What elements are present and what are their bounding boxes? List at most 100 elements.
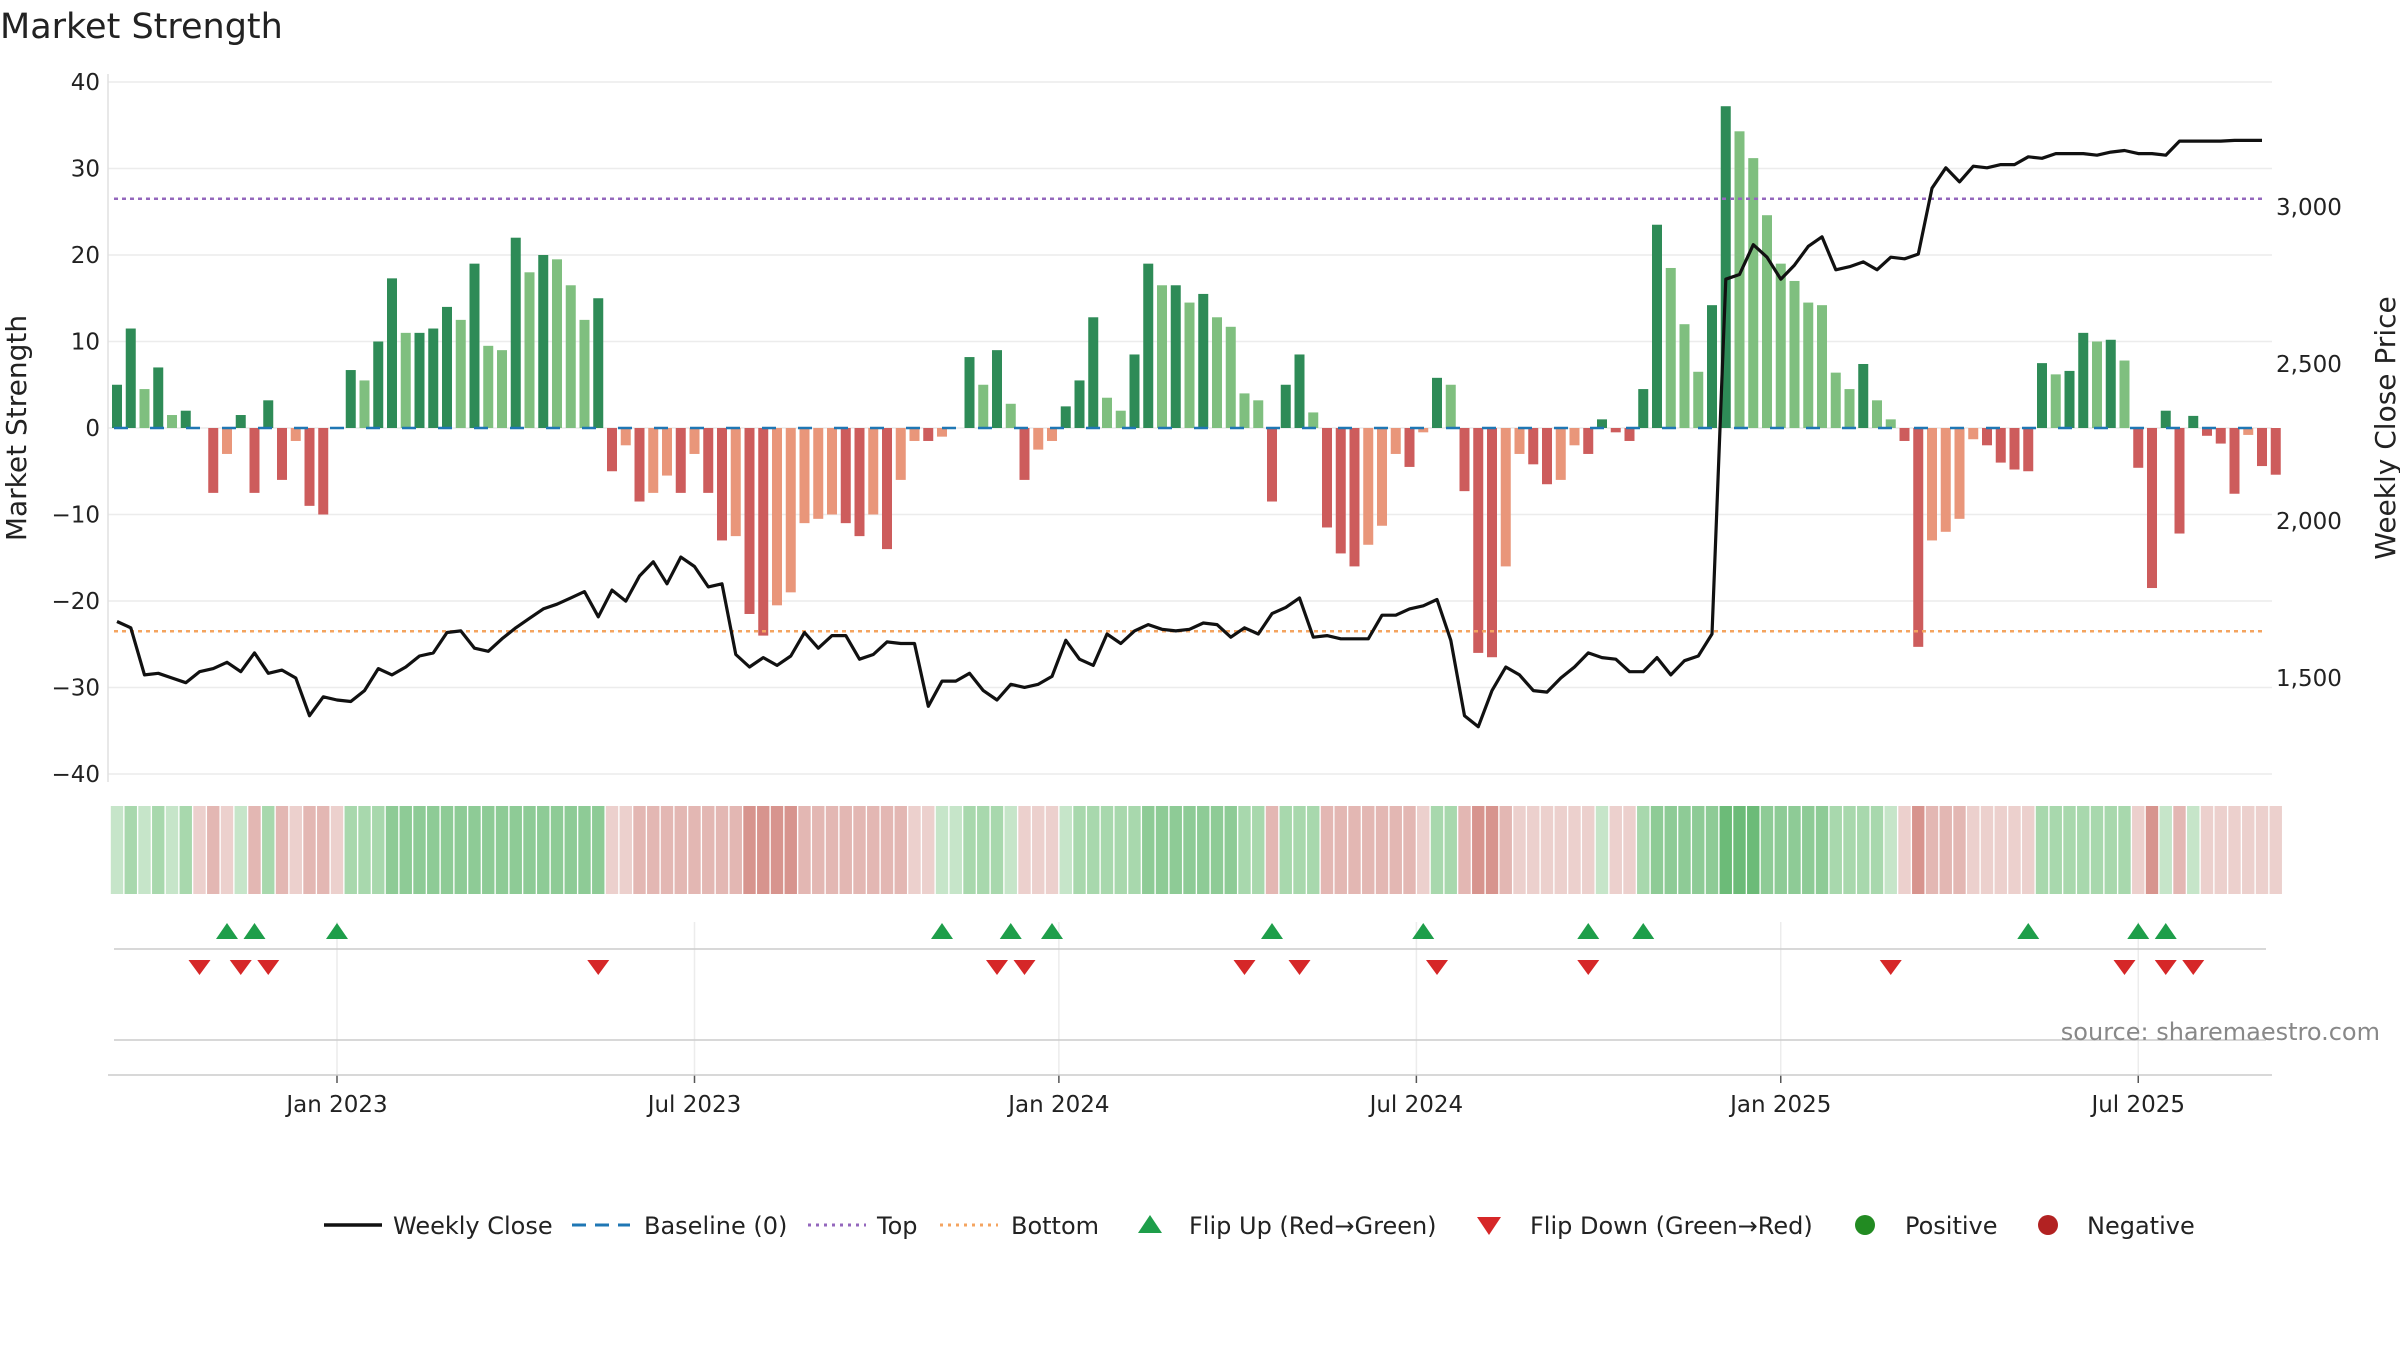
heat-cell	[770, 806, 784, 894]
strength-bar	[1184, 302, 1195, 428]
heat-cell	[1417, 806, 1430, 894]
strength-bar	[1500, 428, 1511, 567]
strength-bar	[2160, 410, 2171, 428]
heat-cell	[1059, 806, 1072, 894]
strength-bar	[483, 345, 494, 428]
heat-cell	[1609, 806, 1622, 894]
strength-bar	[112, 384, 122, 428]
strength-bar	[1280, 384, 1291, 428]
heat-cell	[1705, 806, 1719, 894]
left-y-axis: 40 30 20 10 0 −10 −20 −30 −40	[51, 70, 109, 788]
strength-bars	[112, 106, 2281, 658]
strength-bar	[909, 428, 920, 441]
legend-label-negative: Negative	[2087, 1212, 2195, 1240]
heat-cell	[688, 806, 701, 894]
strength-bar	[387, 278, 397, 428]
heat-cell	[757, 806, 770, 894]
weekly-close-line	[116, 138, 2262, 729]
strength-bar	[744, 428, 755, 614]
heat-cell	[1073, 806, 1086, 894]
strength-bar	[1047, 428, 1057, 441]
heat-cell	[949, 806, 962, 894]
heat-cell	[165, 806, 179, 894]
heat-cell	[1843, 806, 1856, 894]
heat-cell	[110, 806, 124, 894]
y-tick-label: −40	[51, 762, 100, 788]
strength-bar	[1913, 428, 1924, 647]
heat-cell	[1472, 806, 1485, 894]
heat-cell	[1362, 806, 1375, 894]
flip-down-marker	[1288, 960, 1311, 975]
heat-cell	[2214, 806, 2227, 894]
heat-cell	[2008, 806, 2021, 894]
strength-bar	[1693, 371, 1704, 428]
strength-bar	[1294, 354, 1305, 428]
heat-cell	[179, 806, 192, 894]
reference-lines	[114, 197, 2266, 633]
heat-cell	[2049, 806, 2062, 894]
strength-bar	[978, 384, 989, 428]
heat-cell	[1238, 806, 1251, 894]
heat-cell	[234, 806, 247, 894]
strength-bar	[1707, 305, 1717, 428]
strength-bar	[2023, 428, 2034, 472]
weekly-close-layer	[116, 138, 2262, 729]
heat-cell	[935, 806, 949, 894]
strength-bar	[1060, 406, 1071, 428]
strength-bar	[469, 263, 480, 428]
heat-cell	[1458, 806, 1471, 894]
x-tick-label: Jul 2023	[646, 1092, 742, 1118]
strength-bar	[662, 428, 672, 476]
heat-cell	[468, 806, 481, 894]
heat-cell	[702, 806, 715, 894]
heat-cell	[825, 806, 839, 894]
flip-up-marker	[931, 923, 953, 939]
heat-cell	[1183, 806, 1196, 894]
heat-cell	[482, 806, 495, 894]
legend-label-baseline: Baseline (0)	[644, 1212, 787, 1240]
heat-cell	[275, 806, 289, 894]
y-tick-label: 40	[71, 70, 100, 96]
right-axis-title: Weekly Close Price	[2369, 296, 2400, 559]
heat-cell	[1692, 806, 1705, 894]
flip-down-marker	[257, 960, 280, 975]
heat-cell	[138, 806, 151, 894]
strength-bar	[2243, 428, 2254, 435]
strength-bar	[1954, 428, 1965, 519]
heat-cell	[385, 806, 399, 894]
strength-bar	[1514, 428, 1525, 454]
strength-bar	[1665, 267, 1676, 428]
heat-cell	[2255, 806, 2269, 894]
strength-bar	[2037, 363, 2047, 428]
strength-bar	[263, 400, 274, 428]
heat-cell	[1513, 806, 1526, 894]
heat-cell	[1265, 806, 1279, 894]
strength-bar	[2064, 370, 2075, 428]
strength-bar	[1748, 158, 1759, 428]
heat-cell	[2159, 806, 2172, 894]
left-axis-title: Market Strength	[0, 315, 33, 541]
strength-bar	[1267, 428, 1277, 502]
flip-up-marker	[1577, 923, 1600, 939]
heat-cell	[289, 806, 302, 894]
heat-cell	[1912, 806, 1925, 894]
strength-bar	[167, 415, 177, 428]
heat-cell	[839, 806, 852, 894]
strength-bar	[510, 237, 521, 428]
heat-cell	[1733, 806, 1746, 894]
strength-bar	[345, 370, 356, 428]
strength-bar	[359, 380, 370, 428]
heat-cell	[1210, 806, 1224, 894]
strength-bar	[208, 428, 219, 493]
y2-tick-label: 2,000	[2276, 509, 2342, 535]
heat-cell	[1802, 806, 1815, 894]
strength-bar	[992, 350, 1002, 428]
strength-bar	[923, 428, 934, 441]
heat-cell	[523, 806, 536, 894]
strength-bar	[1377, 428, 1387, 526]
strength-bar	[180, 410, 191, 428]
strength-bar	[2202, 428, 2212, 436]
heat-cell	[922, 806, 935, 894]
heat-cell	[812, 806, 825, 894]
strength-bar	[1858, 363, 1869, 428]
